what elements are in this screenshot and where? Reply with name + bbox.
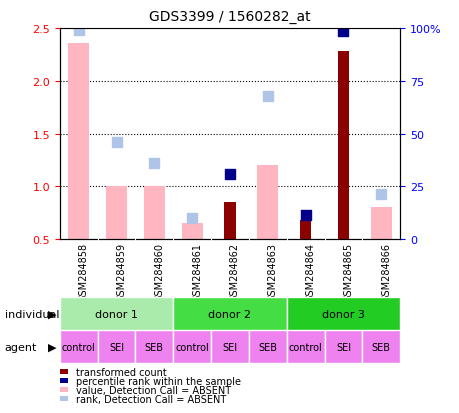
Bar (286, 330, 324, 363)
Text: donor 3: donor 3 (321, 309, 364, 319)
Text: individual: individual (5, 309, 59, 319)
Point (301, 212, 308, 218)
Point (339, 29, 347, 36)
Bar (173, 330, 211, 363)
Point (263, 93, 271, 100)
Bar (68, 44, 89, 240)
Text: transformed count: transformed count (76, 367, 166, 377)
Text: control: control (62, 342, 95, 352)
Text: GSM284861: GSM284861 (192, 242, 202, 301)
Bar (211, 330, 248, 363)
Text: GSM284866: GSM284866 (381, 242, 391, 301)
Bar (181, 224, 202, 240)
Text: donor 2: donor 2 (208, 309, 251, 319)
Bar (337, 52, 348, 240)
Text: SEI: SEI (335, 342, 350, 352)
Title: GDS3399 / 1560282_at: GDS3399 / 1560282_at (149, 10, 310, 24)
Text: GSM284860: GSM284860 (154, 242, 164, 301)
Bar (60, 330, 97, 363)
Bar (324, 330, 362, 363)
Bar (224, 203, 235, 240)
Bar (370, 208, 391, 240)
Point (75, 28, 82, 34)
Point (226, 171, 233, 178)
Point (188, 215, 196, 222)
Text: SEI: SEI (222, 342, 237, 352)
Text: ▶: ▶ (48, 342, 56, 352)
Bar (173, 297, 286, 330)
Bar (97, 330, 135, 363)
Text: SEB: SEB (145, 342, 163, 352)
Bar (299, 221, 311, 240)
Text: value, Detection Call = ABSENT: value, Detection Call = ABSENT (76, 385, 230, 395)
Bar (362, 330, 399, 363)
Bar (257, 166, 278, 240)
Text: control: control (288, 342, 322, 352)
Text: GSM284859: GSM284859 (116, 242, 126, 301)
Text: SEI: SEI (109, 342, 124, 352)
Bar (144, 187, 164, 240)
Bar (135, 330, 173, 363)
Text: GSM284863: GSM284863 (267, 242, 277, 301)
Bar (106, 187, 127, 240)
Text: GSM284862: GSM284862 (230, 242, 240, 301)
Text: agent: agent (5, 342, 37, 352)
Point (151, 160, 158, 167)
Text: SEB: SEB (371, 342, 390, 352)
Bar (60, 297, 173, 330)
Text: GSM284864: GSM284864 (305, 242, 315, 301)
Text: rank, Detection Call = ABSENT: rank, Detection Call = ABSENT (76, 394, 226, 404)
Text: control: control (175, 342, 208, 352)
Text: ▶: ▶ (48, 309, 56, 319)
Bar (248, 330, 286, 363)
Point (112, 139, 120, 146)
Text: GSM284858: GSM284858 (78, 242, 89, 301)
Text: SEB: SEB (258, 342, 277, 352)
Point (377, 191, 384, 197)
Text: donor 1: donor 1 (95, 309, 138, 319)
Text: percentile rank within the sample: percentile rank within the sample (76, 376, 241, 386)
Bar (286, 297, 399, 330)
Text: GSM284865: GSM284865 (343, 242, 353, 301)
